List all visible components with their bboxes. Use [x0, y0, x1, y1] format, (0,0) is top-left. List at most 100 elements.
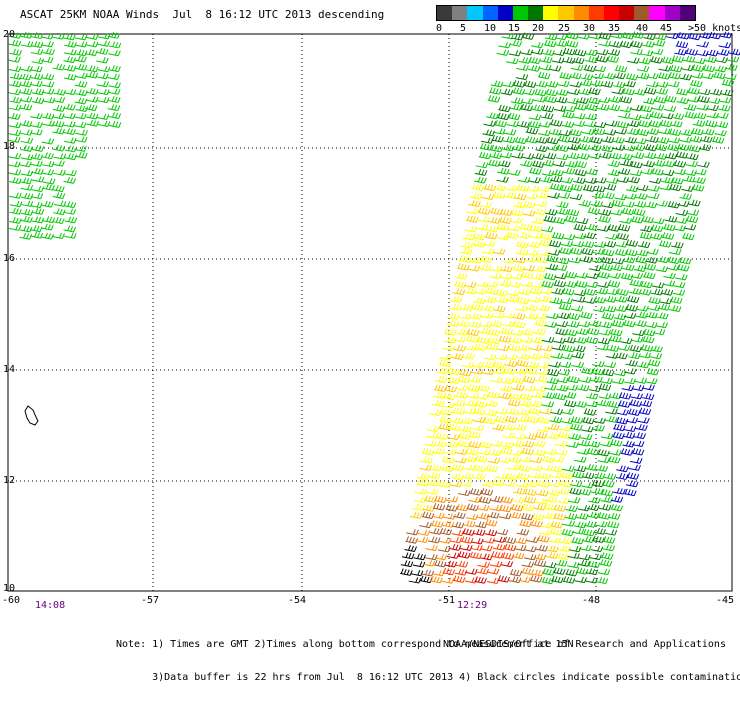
wind-barb: [502, 136, 516, 144]
wind-barb: [519, 400, 532, 407]
wind-barb: [585, 577, 598, 584]
wind-barb: [508, 511, 522, 519]
wind-barb: [592, 472, 606, 480]
wind-barb: [543, 215, 557, 223]
lon-label-45: -45: [716, 595, 734, 606]
wind-barb: [627, 120, 640, 128]
wind-barb: [482, 248, 495, 255]
wind-barb: [582, 128, 595, 135]
wind-barb: [30, 32, 44, 40]
wind-barb: [512, 144, 525, 152]
wind-barb: [558, 361, 572, 369]
wind-barb: [41, 41, 54, 48]
wind-barb: [475, 224, 489, 231]
wind-barb: [629, 399, 643, 407]
wind-barb: [52, 217, 65, 225]
wind-barb: [85, 41, 99, 48]
wind-barb: [466, 503, 479, 511]
wind-barb: [575, 328, 589, 336]
wind-barb: [677, 264, 690, 272]
wind-barb: [668, 248, 682, 255]
legend-swatch-3: [482, 6, 498, 20]
wind-barb: [622, 201, 635, 208]
wind-barb: [553, 504, 567, 512]
wind-barb: [587, 440, 601, 448]
wind-barb: [638, 407, 652, 415]
wind-barb: [521, 153, 535, 160]
wind-barb: [408, 577, 422, 584]
wind-barb: [513, 424, 527, 431]
wind-barb: [673, 160, 687, 168]
wind-barb: [566, 208, 580, 217]
wind-barb: [442, 344, 456, 351]
wind-barb: [494, 408, 508, 415]
legend-label-30: 30: [583, 23, 596, 34]
wind-barb: [562, 465, 575, 472]
wind-barb: [706, 104, 719, 112]
wind-barb: [468, 431, 481, 439]
wind-barb: [442, 456, 455, 464]
wind-barb: [521, 561, 535, 568]
wind-barb: [611, 258, 625, 265]
wind-barb: [534, 431, 548, 439]
wind-barb: [507, 112, 521, 121]
wind-barb: [631, 447, 645, 456]
wind-barb: [502, 144, 515, 152]
wind-barb: [523, 496, 537, 504]
wind-barb: [544, 321, 557, 328]
wind-barb: [438, 480, 451, 488]
wind-barb: [516, 64, 529, 71]
wind-barb: [627, 176, 640, 184]
wind-barb: [472, 416, 486, 424]
wind-barb: [685, 160, 698, 168]
wind-barb: [459, 369, 472, 377]
wind-barb: [635, 424, 648, 431]
wind-barb: [486, 112, 499, 120]
wind-barb: [546, 312, 559, 320]
wind-barb: [508, 50, 522, 57]
wind-barb: [564, 512, 578, 520]
wind-barb: [674, 48, 687, 56]
wind-barb: [642, 384, 655, 391]
wind-barb: [503, 543, 517, 552]
wind-barb: [656, 256, 669, 264]
wind-barb: [671, 113, 685, 120]
wind-barb: [523, 554, 537, 561]
wind-barb: [400, 560, 414, 568]
wind-barb: [421, 511, 435, 519]
wind-barb: [613, 313, 627, 321]
wind-barb: [584, 113, 598, 121]
wind-barb: [519, 336, 533, 344]
wind-barb: [480, 488, 494, 496]
wind-barb: [491, 135, 504, 143]
wind-barb: [474, 521, 488, 529]
wind-barb: [562, 234, 576, 241]
wind-barb: [498, 392, 512, 400]
wind-barb: [592, 185, 606, 193]
wind-barb: [605, 120, 618, 127]
wind-barb: [697, 161, 710, 168]
wind-barb: [588, 144, 602, 152]
wind-barb: [620, 153, 633, 161]
wind-barb: [623, 312, 637, 319]
wind-barb: [470, 368, 484, 375]
wind-barb: [633, 200, 647, 208]
wind-barb: [468, 440, 482, 449]
wind-barb: [413, 553, 426, 561]
wind-barb: [41, 152, 54, 160]
wind-barb: [688, 32, 701, 41]
wind-barb: [451, 463, 464, 472]
wind-barb: [613, 487, 626, 495]
wind-barb: [476, 216, 490, 223]
wind-barb: [645, 256, 658, 264]
wind-barb: [698, 144, 712, 152]
wind-barb: [668, 305, 682, 313]
wind-barb: [8, 121, 22, 129]
wind-barb: [667, 81, 680, 88]
wind-barb: [493, 184, 507, 192]
wind-barb: [551, 344, 565, 351]
wind-barb: [450, 417, 464, 425]
wind-barb: [533, 265, 546, 273]
wind-barb: [557, 369, 571, 376]
wind-barb: [544, 33, 558, 41]
